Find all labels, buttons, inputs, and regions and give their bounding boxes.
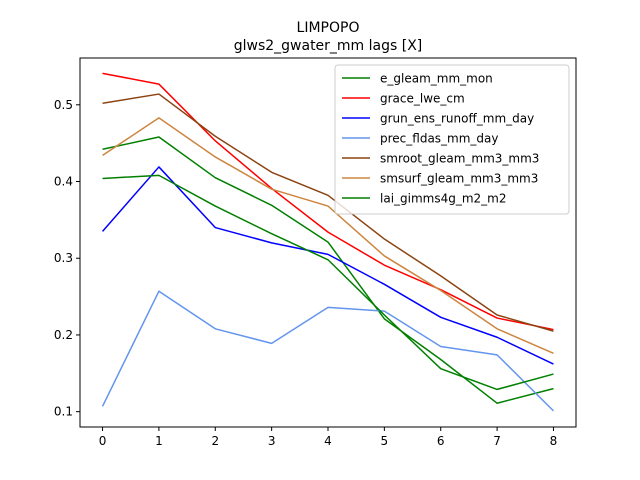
x-tick-label: 7	[493, 434, 501, 448]
legend-label: grace_lwe_cm	[380, 92, 465, 106]
y-tick-label: 0.4	[54, 175, 73, 189]
x-tick-label: 4	[324, 434, 332, 448]
y-tick-label: 0.3	[54, 251, 73, 265]
x-tick-label: 8	[550, 434, 558, 448]
legend: e_gleam_mm_mon grace_lwe_cm grun_ens_runof…	[334, 64, 570, 215]
series-line-prec_fldas_mm_day	[101, 290, 554, 412]
x-tick-label: 3	[268, 434, 276, 448]
legend-label: e_gleam_mm_mon	[380, 72, 493, 86]
plot-area: 0 1 2 3 4 5 6 7 8 0.1 0.2 0.3 0.4 0.5	[54, 72, 558, 448]
legend-label: grun_ens_runoff_mm_day	[380, 112, 534, 126]
y-tick-label: 0.5	[54, 98, 73, 112]
y-tick-label: 0.2	[54, 328, 73, 342]
chart-title: LIMPOPO	[297, 20, 360, 36]
plot-frame	[79, 57, 577, 428]
x-tick-label: 2	[211, 434, 219, 448]
legend-label: lai_gimms4g_m2_m2	[380, 192, 507, 206]
x-tick-label: 5	[381, 434, 389, 448]
y-tick-label: 0.1	[54, 405, 73, 419]
legend-box	[334, 64, 570, 215]
legend-label: smroot_gleam_mm3_mm3	[380, 152, 539, 166]
x-tick-label: 6	[437, 434, 445, 448]
series-line-e_gleam_mm_mon	[102, 136, 554, 404]
legend-label: prec_fldas_mm_day	[380, 132, 499, 146]
series-line-grun_ens_runoff_mm_day	[101, 166, 554, 365]
series-line-lai_gimms4g_m2_m2	[102, 174, 554, 391]
series-line-grace_lwe_cm	[102, 72, 554, 331]
x-tick-label: 1	[155, 434, 163, 448]
chart-subtitle: glws2_gwater_mm lags [X]	[234, 38, 423, 54]
legend-label: smsurf_gleam_mm3_mm3	[380, 172, 538, 186]
series-line-smroot_gleam_mm3_mm3	[102, 93, 554, 332]
x-tick-label: 0	[99, 434, 107, 448]
series-line-smsurf_gleam_mm3_mm3	[102, 117, 554, 355]
